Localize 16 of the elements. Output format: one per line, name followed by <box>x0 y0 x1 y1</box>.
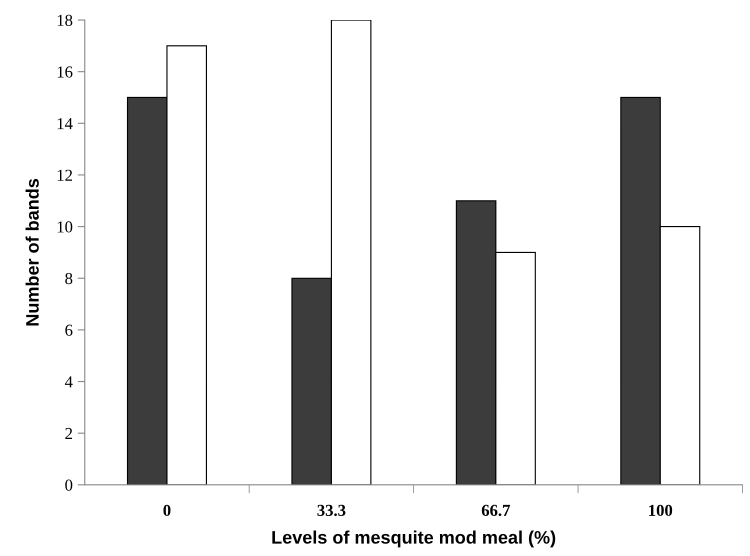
y-tick-label: 2 <box>65 428 72 439</box>
y-tick-label: 10 <box>58 221 72 233</box>
y-tick-label: 16 <box>58 66 72 78</box>
x-axis-title: Levels of mesquite mod meal (%) <box>272 530 556 548</box>
y-axis-title: Number of bands <box>26 178 39 326</box>
y-tick-label: 0 <box>65 480 72 491</box>
y-tick-label: 4 <box>64 376 73 388</box>
x-tick-label: 0 <box>163 504 170 516</box>
y-tick-label: 12 <box>58 170 72 181</box>
y-tick-label: 8 <box>65 272 72 284</box>
y-tick-label: 14 <box>58 118 73 130</box>
x-tick-label: 100 <box>649 504 672 516</box>
y-tick-label: 6 <box>65 324 72 336</box>
y-tick-label: 18 <box>58 14 72 26</box>
x-tick-label: 33.3 <box>317 504 346 516</box>
x-tick-label: 66.7 <box>482 504 510 516</box>
